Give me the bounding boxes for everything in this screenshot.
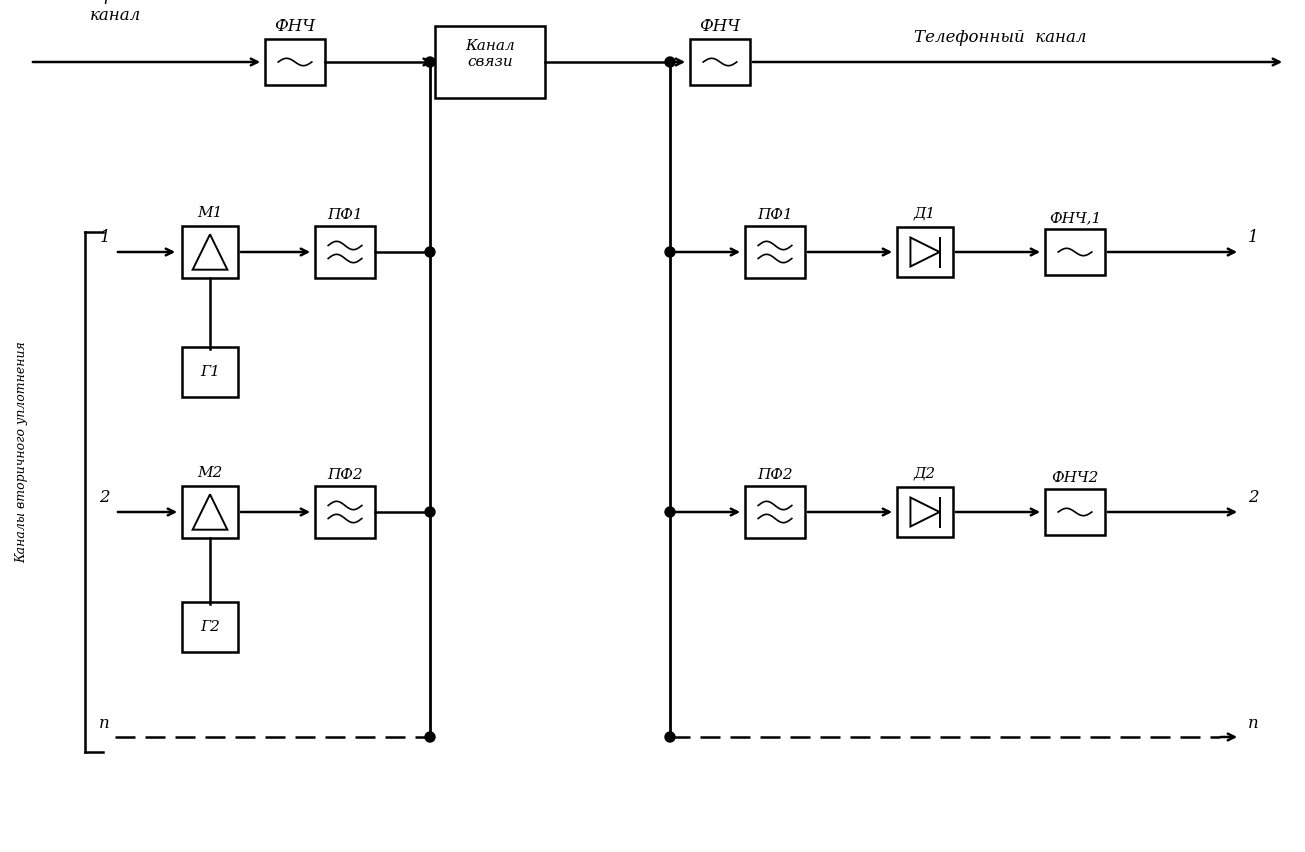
Text: ФНЧ2: ФНЧ2 [1052,471,1099,485]
Text: ПФ2: ПФ2 [328,468,363,482]
Text: ФНЧ,1: ФНЧ,1 [1049,211,1101,225]
Bar [265,39,325,85]
Circle shape [666,247,675,257]
Text: 1: 1 [1248,229,1258,246]
Text: Телефонный
канал: Телефонный канал [60,0,171,24]
Text: Каналы вторичного уплотнения: Каналы вторичного уплотнения [16,341,29,563]
Text: ФНЧ: ФНЧ [274,18,316,35]
Text: п: п [99,715,110,732]
Bar [181,347,238,397]
Text: 2: 2 [1248,490,1258,506]
Bar [1045,229,1105,275]
Bar [897,487,953,537]
Text: ФНЧ: ФНЧ [699,18,740,35]
Bar [181,486,238,538]
Bar [181,226,238,278]
Text: Д1: Д1 [913,206,936,220]
Circle shape [425,732,435,742]
Text: Г1: Г1 [200,365,221,379]
Circle shape [666,507,675,517]
Circle shape [666,732,675,742]
Bar [745,226,805,278]
Circle shape [425,247,435,257]
Circle shape [425,507,435,517]
Bar [1045,489,1105,535]
Bar [315,486,375,538]
Text: Г2: Г2 [200,620,221,634]
Bar [315,226,375,278]
Bar [745,486,805,538]
Bar [435,26,545,98]
Text: ПФ1: ПФ1 [757,208,793,222]
Text: п: п [1248,715,1259,732]
Text: Д2: Д2 [913,466,936,480]
Text: 1: 1 [99,229,110,246]
Text: Канал
связи: Канал связи [465,39,515,69]
Bar [181,602,238,652]
Circle shape [425,57,435,67]
Bar [897,227,953,277]
Text: 2: 2 [99,490,110,506]
Circle shape [666,57,675,67]
Text: ПФ1: ПФ1 [328,208,363,222]
Text: ПФ2: ПФ2 [757,468,793,482]
Text: Телефонный  канал: Телефонный канал [913,29,1086,46]
Text: М2: М2 [197,466,223,480]
Text: М1: М1 [197,206,223,220]
Bar [690,39,750,85]
